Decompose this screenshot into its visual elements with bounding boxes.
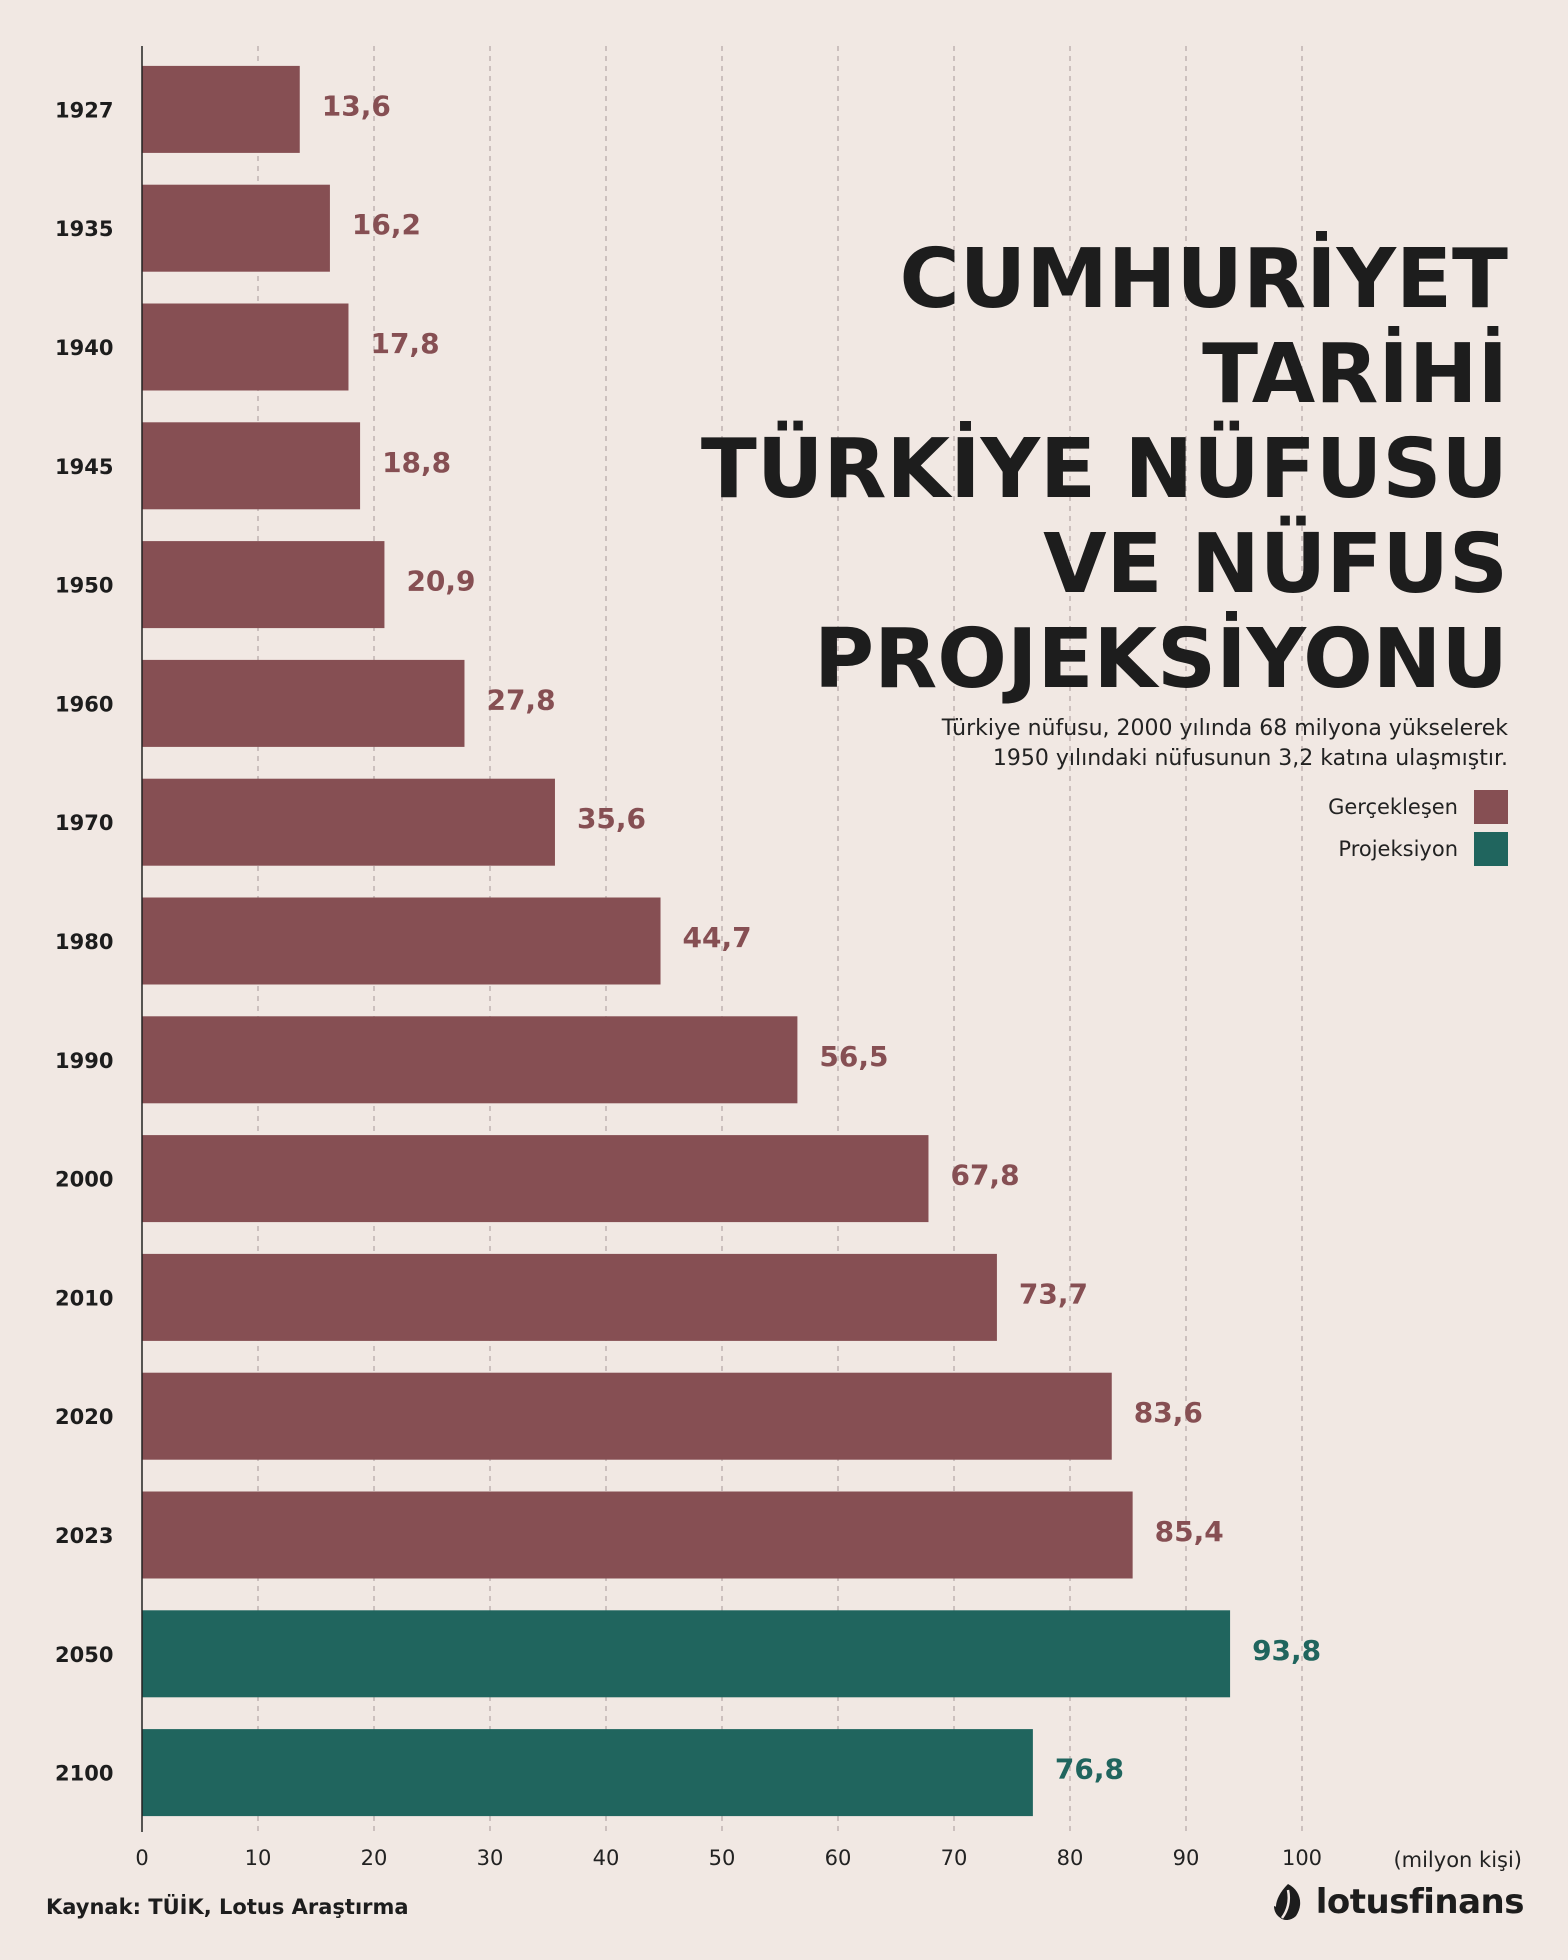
data-label: 35,6 (577, 802, 646, 835)
legend-item-actual: Gerçekleşen (1108, 790, 1508, 824)
data-label: 27,8 (486, 683, 555, 716)
source-note: Kaynak: TÜİK, Lotus Araştırma (46, 1895, 409, 1919)
title-line-5: PROJEKSİYONU (814, 612, 1508, 707)
data-label: 56,5 (819, 1040, 888, 1073)
chart-subtitle: Türkiye nüfusu, 2000 yılında 68 milyona … (608, 714, 1508, 774)
x-tick-label: 40 (593, 1846, 620, 1870)
y-tick-label: 1980 (55, 930, 113, 954)
data-label: 20,9 (406, 565, 475, 598)
subtitle-line-2: 1950 yılındaki nüfusunun 3,2 katına ulaş… (992, 746, 1508, 771)
x-tick-label: 70 (941, 1846, 968, 1870)
data-label: 13,6 (322, 89, 391, 122)
brand-name: lotusfinans (1315, 1882, 1525, 1922)
subtitle-line-1: Türkiye nüfusu, 2000 yılında 68 milyona … (941, 716, 1508, 741)
data-label: 18,8 (382, 446, 451, 479)
x-axis-ticks: 0 10 20 30 40 50 60 70 80 90 100 (135, 1846, 1322, 1870)
value-labels: 13,6 16,2 17,8 18,8 20,9 27,8 35,6 44,7 56,5 67,8… (322, 89, 1321, 1785)
y-tick-label: 1940 (55, 336, 113, 360)
legend-swatch-actual (1474, 790, 1508, 824)
y-tick-label: 1960 (55, 692, 113, 716)
bar (142, 1729, 1033, 1817)
x-tick-label: 20 (361, 1846, 388, 1870)
bar (142, 1016, 798, 1104)
x-tick-label: 0 (135, 1846, 148, 1870)
data-label: 76,8 (1055, 1753, 1124, 1786)
data-label: 44,7 (683, 921, 752, 954)
brand-logo: lotusfinans (1266, 1880, 1525, 1924)
bar (142, 422, 361, 510)
x-tick-label: 80 (1057, 1846, 1084, 1870)
y-tick-label: 1927 (55, 98, 113, 122)
lotus-leaf-icon (1273, 1884, 1300, 1920)
x-tick-label: 90 (1173, 1846, 1200, 1870)
bar (142, 778, 555, 866)
bars-group (142, 65, 1231, 1817)
bar (142, 1372, 1112, 1460)
y-tick-label: 1970 (55, 811, 113, 835)
title-line-3: TÜRKİYE NÜFUSU (700, 422, 1508, 517)
y-tick-label: 2000 (55, 1168, 113, 1192)
data-label: 85,4 (1155, 1515, 1224, 1548)
legend-label-projection: Projeksiyon (1338, 837, 1458, 861)
bar (142, 1135, 929, 1223)
chart-title: CUMHURİYET TARİHİ TÜRKİYE NÜFUSU VE NÜFU… (608, 232, 1508, 707)
y-tick-label: 2023 (55, 1524, 113, 1548)
bar (142, 897, 661, 985)
data-label: 17,8 (370, 327, 439, 360)
data-label: 73,7 (1019, 1277, 1088, 1310)
x-tick-label: 30 (477, 1846, 504, 1870)
y-tick-label: 2010 (55, 1286, 113, 1310)
bar (142, 659, 465, 747)
data-label: 93,8 (1252, 1634, 1321, 1667)
bar (142, 184, 330, 272)
title-line-4: VE NÜFUS (1043, 517, 1508, 612)
x-tick-label: 60 (825, 1846, 852, 1870)
legend-swatch-projection (1474, 832, 1508, 866)
legend-item-projection: Projeksiyon (1108, 832, 1508, 866)
y-tick-label: 1935 (55, 217, 113, 241)
bar (142, 1491, 1133, 1579)
x-axis-label: (milyon kişi) (1393, 1848, 1522, 1872)
data-label: 16,2 (352, 208, 421, 241)
title-line-1: CUMHURİYET (899, 232, 1508, 327)
legend: Gerçekleşen Projeksiyon (1108, 790, 1508, 874)
y-tick-label: 1990 (55, 1049, 113, 1073)
data-label: 67,8 (950, 1159, 1019, 1192)
x-tick-label: 100 (1282, 1846, 1322, 1870)
legend-label-actual: Gerçekleşen (1328, 795, 1458, 819)
y-tick-label: 2020 (55, 1405, 113, 1429)
data-label: 83,6 (1134, 1396, 1203, 1429)
bar (142, 541, 385, 629)
bar (142, 1253, 997, 1341)
y-tick-label: 1950 (55, 574, 113, 598)
x-tick-label: 50 (709, 1846, 736, 1870)
x-tick-label: 10 (245, 1846, 272, 1870)
title-line-2: TARİHİ (1202, 327, 1508, 422)
bar (142, 1610, 1231, 1698)
y-tick-label: 1945 (55, 455, 113, 479)
bar (142, 65, 300, 153)
bar (142, 303, 349, 391)
y-axis-labels: 1927 1935 1940 1945 1950 1960 1970 1980 1990 2000… (55, 98, 113, 1785)
y-tick-label: 2050 (55, 1643, 113, 1667)
y-tick-label: 2100 (55, 1762, 113, 1786)
